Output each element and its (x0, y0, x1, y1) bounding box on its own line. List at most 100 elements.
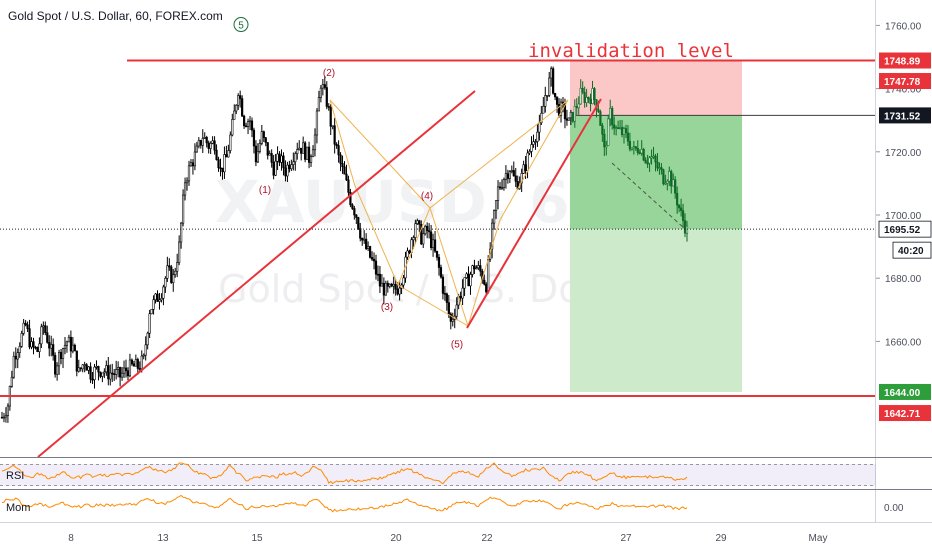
candle-body (174, 270, 177, 275)
candle-body (286, 164, 289, 177)
candle-body (315, 110, 319, 136)
candle-body (408, 250, 411, 253)
price-tag-label: 1642.71 (884, 409, 921, 420)
candle-body (473, 265, 476, 270)
candle-body (89, 366, 92, 380)
candle-body (217, 159, 220, 169)
candle-body (388, 283, 391, 287)
candle-body (0, 416, 4, 419)
candle-body (534, 141, 537, 143)
price-axis[interactable]: 1660.00 1680.00 1700.00 1720.00 1740.00 1760.… (876, 21, 922, 348)
candle-body (4, 415, 8, 418)
candle-body (579, 87, 582, 105)
candle-body (282, 155, 285, 169)
candle-body (555, 96, 559, 105)
candle-body (449, 313, 452, 322)
candle-body (152, 299, 155, 310)
candle-body (622, 128, 626, 135)
candle-body (307, 146, 311, 163)
candle-body (620, 127, 624, 135)
price-tag-label: 40:20 (898, 246, 924, 257)
candle-body (508, 171, 511, 179)
candle-body (605, 145, 608, 148)
wedge-trendline[interactable] (466, 98, 602, 329)
candle-body (422, 233, 425, 245)
candle-body (406, 250, 409, 258)
candle-body (156, 293, 159, 302)
candle-body (528, 151, 531, 154)
candle-body (386, 282, 389, 287)
candle-body (550, 68, 553, 79)
candle-body (134, 359, 137, 367)
candle-body (244, 125, 248, 128)
candle-body (581, 87, 584, 93)
candle-body (335, 143, 338, 146)
candle-body (418, 220, 421, 225)
candle-body (276, 153, 279, 162)
candle-body (372, 258, 376, 262)
candle-body (122, 367, 126, 374)
candle-body (26, 324, 29, 329)
watermark-symbol: XAUUSD, 60 (215, 168, 610, 236)
harmonic-pattern (329, 99, 569, 328)
candle-body (323, 84, 326, 88)
candle-body (195, 145, 198, 153)
chart-title: Gold Spot / U.S. Dollar, 60, FOREX.com (8, 9, 223, 23)
candle-body (642, 149, 645, 161)
candle-body (292, 161, 295, 165)
candle-body (357, 217, 360, 229)
candle-body (597, 109, 600, 112)
candle-body (120, 372, 124, 378)
candle-body (246, 121, 250, 127)
candle-body (233, 110, 236, 120)
profit-zone-filled (570, 115, 742, 230)
candle-body (231, 119, 234, 136)
candle-body (79, 367, 82, 370)
candle-body (85, 364, 88, 371)
rsi-band (0, 464, 876, 486)
candle-body (272, 162, 275, 176)
candle-body (209, 143, 212, 149)
candle-body (12, 355, 15, 378)
candle-body (601, 125, 604, 135)
candle-body (674, 179, 677, 194)
candle-body (290, 164, 293, 170)
candle-body (591, 88, 594, 104)
candle-body (317, 97, 321, 112)
candle-body (63, 344, 67, 349)
candle-body (154, 293, 157, 300)
candle-body (158, 299, 161, 302)
candle-body (130, 359, 134, 365)
candle-body (548, 77, 551, 96)
candle-body (554, 92, 557, 98)
candle-body (325, 87, 328, 107)
candle-body (368, 246, 372, 258)
candle-body (514, 175, 517, 182)
candle-body (24, 322, 27, 326)
profit-zone-remaining (570, 229, 742, 392)
candle-body (313, 134, 317, 151)
candle-body (428, 230, 431, 233)
candle-body (75, 350, 78, 372)
candle-body (294, 153, 297, 163)
candle-body (160, 297, 163, 301)
candle-body (221, 167, 224, 173)
time-axis[interactable]: 8 13 15 20 22 27 29 May (68, 533, 827, 544)
rsi-line (1, 462, 688, 485)
wave-label: (1) (259, 185, 271, 196)
candle-body (193, 151, 197, 167)
candle-body (42, 325, 45, 328)
candle-body (451, 319, 454, 322)
candle-body (61, 348, 65, 359)
candle-body (239, 95, 242, 99)
candle-body (652, 155, 655, 158)
candle-body (67, 336, 71, 343)
price-tag-label: 1731.52 (884, 111, 921, 122)
candle-body (211, 140, 214, 144)
candle-body (569, 111, 572, 119)
candle-body (183, 182, 187, 196)
candle-body (254, 145, 258, 163)
candle-body (339, 154, 342, 164)
candle-body (97, 366, 100, 373)
candle-body (567, 117, 570, 121)
